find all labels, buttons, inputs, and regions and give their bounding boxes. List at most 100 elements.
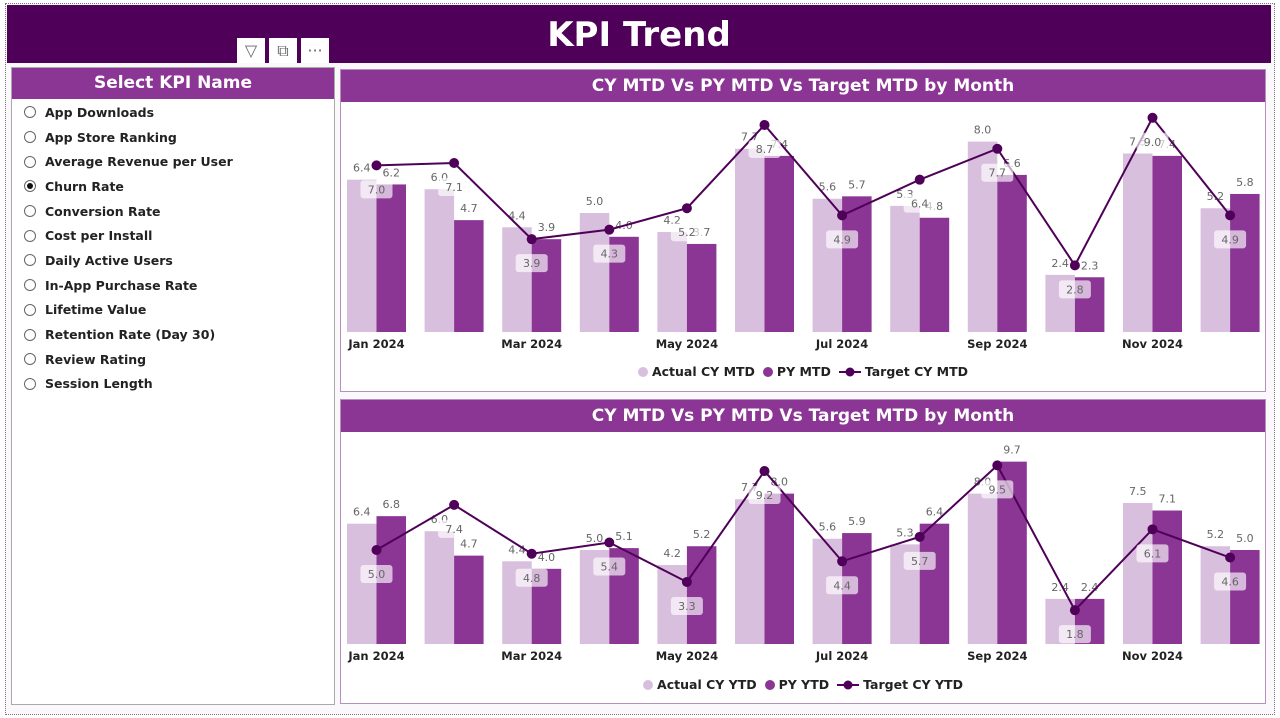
slicer-item[interactable]: App Downloads	[12, 100, 334, 125]
x-tick-label: Mar 2024	[501, 649, 562, 663]
target-point	[681, 576, 692, 587]
data-label-actual: 4.2	[663, 547, 681, 560]
slicer-title: Select KPI Name	[12, 68, 334, 99]
bar-py	[1230, 193, 1260, 332]
target-label-box	[515, 254, 548, 273]
data-label-actual: 5.6	[819, 521, 837, 534]
radio-button-icon[interactable]	[24, 254, 36, 267]
slicer-item[interactable]: Daily Active Users	[12, 248, 334, 273]
x-tick-label: Sep 2024	[967, 337, 1027, 351]
legend-target[interactable]: Target CY YTD	[837, 677, 963, 692]
data-label-py: 7.1	[1159, 493, 1177, 506]
x-tick-label: May 2024	[656, 649, 718, 663]
chart-legend: Actual CY MTD PY MTD Target CY MTD	[341, 364, 1265, 379]
slicer-item-label: Churn Rate	[45, 178, 124, 194]
data-label-actual: 6.4	[353, 506, 371, 519]
data-label-target: 9.0	[1144, 136, 1162, 149]
legend-line-icon	[837, 680, 860, 689]
data-label-target: 7.0	[368, 183, 386, 196]
focus-mode-icon[interactable]: ⧉	[269, 38, 297, 63]
data-label-py: 5.9	[848, 515, 866, 528]
slicer-item[interactable]: Average Revenue per User	[12, 149, 334, 174]
bar-actual	[424, 189, 455, 332]
legend-dot-icon	[764, 679, 775, 690]
slicer-item[interactable]: In-App Purchase Rate	[12, 273, 334, 298]
bar-py	[842, 196, 872, 332]
bar-actual	[1123, 503, 1153, 644]
target-label-box	[748, 486, 781, 505]
target-label-box	[1058, 625, 1091, 644]
data-label-target: 5.0	[368, 568, 386, 581]
target-label-box	[1214, 230, 1247, 249]
data-label-actual: 8.0	[974, 124, 992, 137]
radio-button-icon[interactable]	[24, 303, 36, 316]
data-label-target: 7.4	[445, 523, 463, 536]
radio-button-icon[interactable]	[24, 328, 36, 341]
radio-button-icon[interactable]	[24, 229, 36, 242]
bar-py	[531, 239, 562, 332]
slicer-item[interactable]: Retention Rate (Day 30)	[12, 322, 334, 347]
data-label-py: 5.1	[615, 530, 633, 543]
legend-py[interactable]: PY YTD	[764, 677, 829, 692]
legend-actual[interactable]: Actual CY YTD	[643, 677, 757, 692]
target-label-box	[826, 230, 859, 249]
target-point	[759, 466, 770, 477]
more-options-icon[interactable]: ···	[301, 38, 329, 63]
target-point	[1225, 210, 1236, 221]
radio-button-icon[interactable]	[24, 180, 36, 193]
radio-button-icon[interactable]	[24, 353, 36, 366]
slicer-item[interactable]: Cost per Install	[12, 223, 334, 248]
data-label-actual: 5.6	[819, 181, 837, 194]
target-label-box	[593, 244, 626, 263]
filter-icon[interactable]: ▽	[237, 38, 265, 63]
legend-label: Target CY YTD	[863, 677, 963, 692]
target-label-box	[1136, 544, 1169, 563]
legend-label: Target CY MTD	[864, 364, 969, 379]
chart-title: CY MTD Vs PY MTD Vs Target MTD by Month	[341, 70, 1265, 102]
target-label-box	[360, 180, 393, 199]
target-label-box	[903, 551, 936, 570]
target-point	[526, 234, 537, 245]
target-point	[914, 174, 925, 185]
slicer-item[interactable]: Lifetime Value	[12, 298, 334, 323]
target-point	[1069, 605, 1080, 616]
data-label-py: 5.0	[1236, 532, 1254, 545]
radio-button-icon[interactable]	[24, 377, 36, 390]
target-point	[1069, 260, 1080, 271]
slicer-item[interactable]: App Store Ranking	[12, 125, 334, 150]
data-label-py: 9.7	[1003, 444, 1021, 457]
legend-py[interactable]: PY MTD	[762, 364, 831, 379]
data-label-actual: 5.0	[586, 195, 604, 208]
radio-button-icon[interactable]	[24, 205, 36, 218]
slicer-item[interactable]: Conversion Rate	[12, 199, 334, 224]
legend-actual[interactable]: Actual CY MTD	[637, 364, 755, 379]
radio-button-icon[interactable]	[24, 131, 36, 144]
data-label-target: 7.1	[445, 181, 463, 194]
target-label-box	[360, 565, 393, 583]
target-label-box	[1136, 132, 1169, 151]
data-label-target: 7.7	[989, 167, 1007, 180]
data-label-target: 2.8	[1066, 283, 1084, 296]
bar-py	[919, 217, 950, 332]
data-label-target: 5.4	[601, 560, 619, 573]
data-label-target: 1.8	[1066, 628, 1084, 641]
data-label-py: 4.7	[460, 202, 478, 215]
data-label-target: 4.9	[1221, 233, 1239, 246]
x-tick-label: Jan 2024	[347, 337, 404, 351]
radio-button-icon[interactable]	[24, 106, 36, 119]
radio-button-icon[interactable]	[24, 155, 36, 168]
x-tick-label: Jan 2024	[347, 649, 404, 663]
legend-dot-icon	[762, 366, 773, 377]
slicer-item[interactable]: Review Rating	[12, 347, 334, 372]
slicer-item[interactable]: Churn Rate	[12, 174, 334, 199]
slicer-item-label: In-App Purchase Rate	[45, 277, 198, 293]
slicer-item[interactable]: Session Length	[12, 372, 334, 397]
bar-actual	[1200, 208, 1231, 332]
page-title: KPI Trend	[7, 5, 1271, 63]
radio-button-icon[interactable]	[24, 279, 36, 292]
target-line	[376, 115, 1231, 268]
slicer-item-label: Cost per Install	[45, 228, 153, 244]
legend-target[interactable]: Target CY MTD	[838, 364, 969, 379]
ytd-chart-panel: CY MTD Vs PY MTD Vs Target MTD by Month …	[340, 399, 1266, 704]
